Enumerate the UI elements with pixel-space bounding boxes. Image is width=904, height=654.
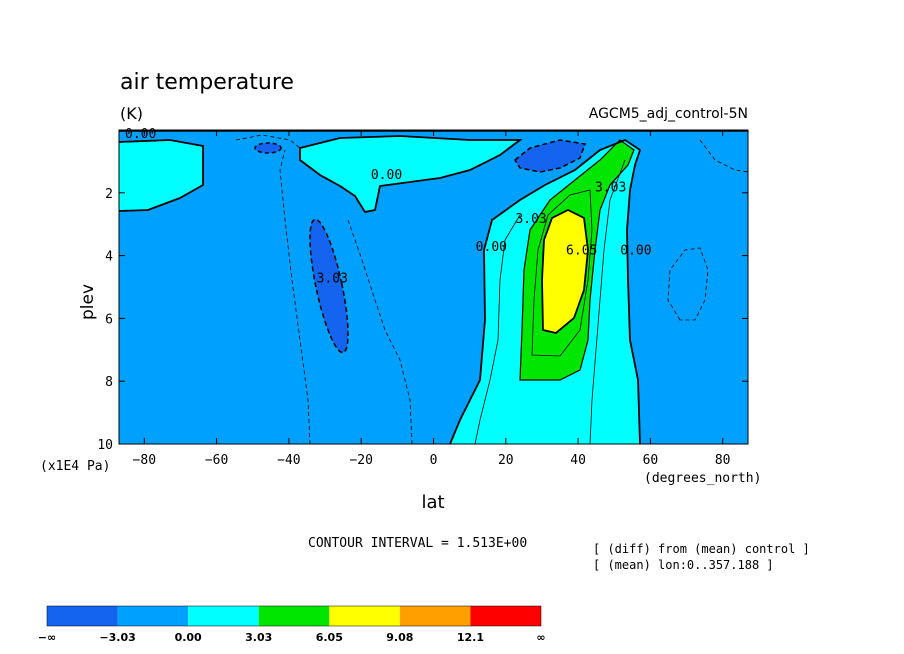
contour-labels: 0.00 0.00 3.03 0.00 3.03 6.05 3.03 0.00 [125,127,652,286]
x-axis-label: lat [421,492,444,513]
colorbar-swatch [47,606,118,626]
fill-neg3-to-0 [119,130,748,444]
colorbar-swatch [258,606,330,626]
colorbar-label: 0.00 [175,631,202,644]
note-mean: [ (mean) lon:0..357.188 ] [593,558,774,572]
fill-below-neg3-mid [309,219,349,353]
x-axis-units: (degrees_north) [644,471,761,486]
fill-0-to-3-upper [300,136,520,212]
contour-label: 3.03 [595,181,626,196]
colorbar-swatch [117,606,189,626]
colorbar-frame [46,605,542,627]
colorbar-swatch [470,606,541,626]
contour-label: 3.03 [317,272,348,287]
colorbar-swatch [188,606,259,626]
y-axis-label: plev [78,284,98,320]
y-tick-label: 6 [105,312,113,327]
y-tick-label: 2 [105,187,113,202]
colorbar-label: −3.03 [99,631,135,644]
contour-label: 0.00 [476,240,507,255]
colorbar-swatch [399,606,471,626]
x-axis: −80 −60 −40 −20 0 20 40 60 80 [133,130,731,468]
note-diff: [ (diff) from (mean) control ] [593,542,810,556]
contour-fill [119,130,748,444]
colorbar-label: 12.1 [457,631,484,644]
contour-label: 3.03 [515,212,546,227]
contour-lines [119,134,748,444]
contour-label: 0.00 [125,127,156,142]
chart-units: (K) [120,104,143,123]
colorbar-label: ∞ [536,631,545,644]
colorbar-swatch [329,606,400,626]
colorbar-label: 3.03 [245,631,272,644]
x-tick-label: −20 [349,453,372,468]
x-tick-label: −60 [205,453,228,468]
colorbar-label: 9.08 [386,631,413,644]
y-axis-units: (x1E4 Pa) [40,459,110,474]
colorbar: −∞ −3.03 0.00 3.03 6.05 9.08 12.1 ∞ [38,605,546,644]
colorbar-label: −∞ [38,631,56,644]
colorbar-label: 6.05 [316,631,343,644]
fill-below-neg3-small [255,143,281,153]
experiment-name: AGCM5_adj_control-5N [589,106,748,122]
contour-interval: CONTOUR INTERVAL = 1.513E+00 [308,536,527,551]
x-tick-label: −40 [277,453,300,468]
contour-label: 0.00 [371,168,402,183]
fill-6-to-9 [542,210,588,333]
y-tick-label: 8 [105,375,113,390]
y-tick-label: 4 [105,250,113,265]
fill-0-to-3-left [119,140,203,211]
contour-label: 0.00 [620,243,651,258]
contour-label: 6.05 [566,243,597,258]
chart-title: air temperature [120,70,294,95]
x-tick-label: 80 [715,453,731,468]
y-axis: 2 4 6 8 10 [97,187,748,453]
x-tick-label: 20 [498,453,514,468]
x-tick-label: −80 [133,453,156,468]
x-tick-label: 40 [570,453,586,468]
x-tick-label: 60 [643,453,659,468]
x-tick-label: 0 [430,453,438,468]
y-tick-label: 10 [97,438,113,453]
